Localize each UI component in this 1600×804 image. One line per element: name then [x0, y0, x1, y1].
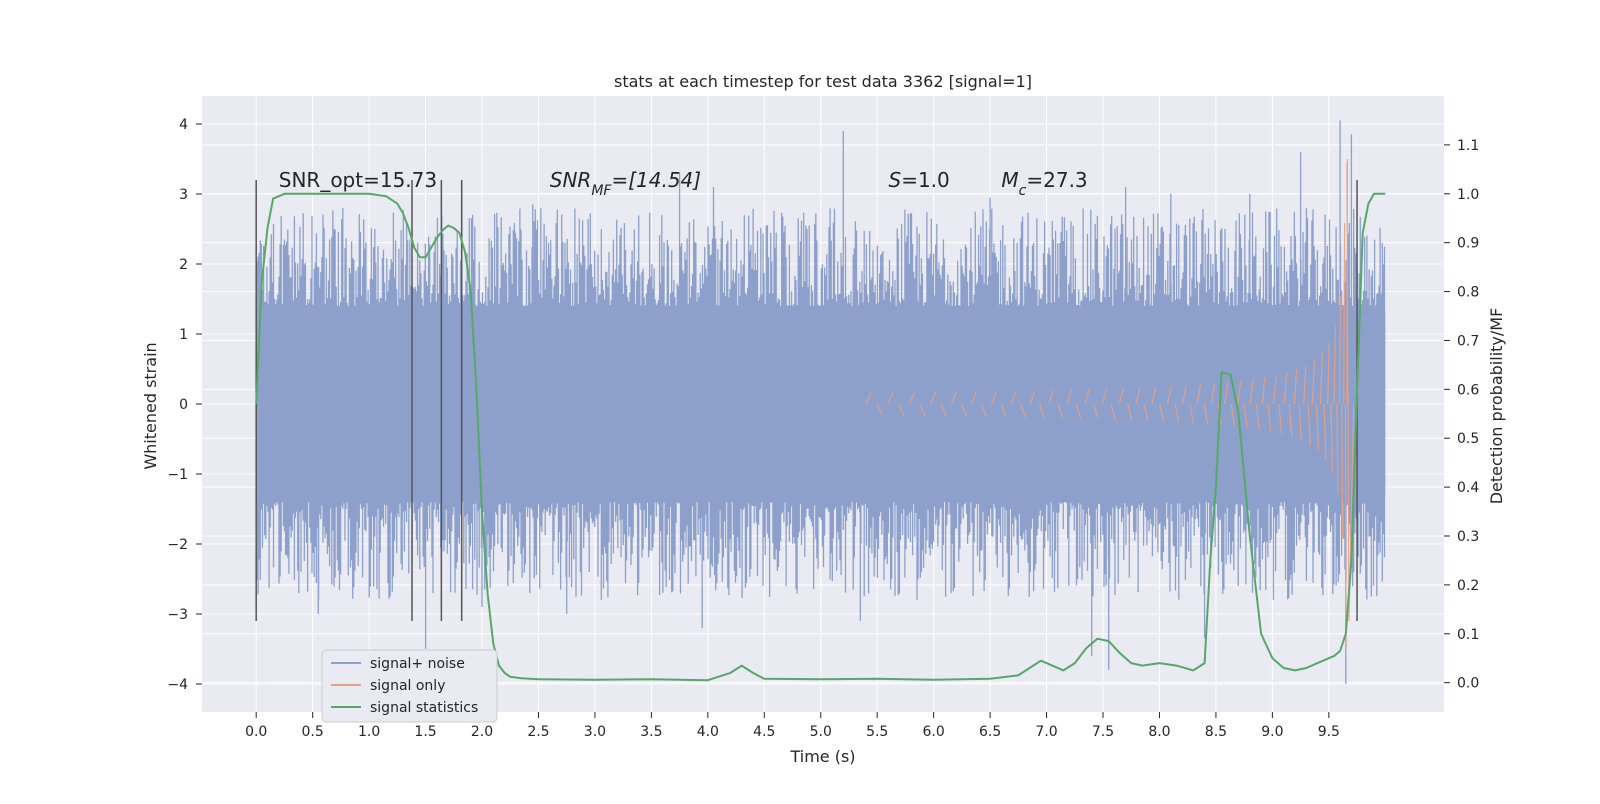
- y2-tick-label: 0.6: [1457, 382, 1479, 398]
- y2-tick-label: 0.2: [1457, 578, 1479, 594]
- y-axis-label: Whitened strain: [141, 342, 160, 469]
- x-tick-label: 1.5: [414, 724, 436, 740]
- x-tick-label: 0.5: [302, 724, 324, 740]
- x-tick-label: 8.5: [1205, 724, 1227, 740]
- annotation-value: =1.0: [901, 168, 950, 192]
- legend-label-signal-only: signal only: [370, 678, 445, 694]
- y2-tick-label: 1.1: [1457, 138, 1479, 154]
- legend-label-noise: signal+ noise: [370, 656, 465, 672]
- y-tick-label: 1: [179, 327, 188, 343]
- y2-tick-label: 0.7: [1457, 333, 1479, 349]
- x-tick-label: 8.0: [1148, 724, 1170, 740]
- y-tick-label: −4: [167, 677, 188, 693]
- x-tick-label: 1.0: [358, 724, 380, 740]
- y2-tick-label: 0.9: [1457, 236, 1479, 252]
- annotation-base: M: [1001, 168, 1018, 192]
- y-tick-label: −3: [167, 607, 188, 623]
- x-axis-label: Time (s): [789, 747, 855, 766]
- x-tick-label: 2.5: [527, 724, 549, 740]
- legend: signal+ noise signal only signal statist…: [321, 649, 498, 723]
- y-tick-label: −2: [167, 537, 188, 553]
- legend-frame: [321, 649, 498, 723]
- y-tick-label: −1: [167, 467, 188, 483]
- annotation-value: =27.3: [1026, 168, 1087, 192]
- y2-tick-label: 0.1: [1457, 627, 1479, 643]
- y-tick-label: 3: [179, 187, 188, 203]
- y2-tick-label: 0.5: [1457, 431, 1479, 447]
- annotation-subscript: c: [1019, 183, 1027, 199]
- legend-label-statistics: signal statistics: [370, 700, 478, 716]
- y2-tick-label: 0.3: [1457, 529, 1479, 545]
- x-tick-label: 5.5: [866, 724, 888, 740]
- x-tick-label: 2.0: [471, 724, 493, 740]
- annotation-base: S: [888, 168, 901, 192]
- y2-tick-label: 1.0: [1457, 187, 1479, 203]
- ticks-layer: 0.0 0.5 1.0 1.5 2.0 2.5 3.0 3.5 4.0 4.5 5.0 5.5 6.0 6…: [167, 117, 1479, 740]
- y2-tick-label: 0.0: [1457, 676, 1479, 692]
- y2-axis-label: Detection probability/MF: [1487, 308, 1506, 505]
- x-tick-label: 3.5: [640, 724, 662, 740]
- signal-statistics-layer: [255, 192, 1386, 682]
- annotation-s-value: S=1.0: [888, 168, 949, 192]
- x-tick-label: 9.0: [1261, 724, 1283, 740]
- x-tick-label: 3.0: [584, 724, 606, 740]
- annotation-subscript: MF: [591, 183, 612, 199]
- annotation-snr-opt: SNR_opt=15.73: [279, 168, 437, 192]
- x-tick-label: 5.0: [810, 724, 832, 740]
- annotation-base: SNR: [550, 168, 592, 192]
- chart-title: stats at each timestep for test data 336…: [614, 72, 1032, 91]
- annotation-mc-value: Mc=27.3: [1001, 168, 1087, 199]
- x-tick-label: 0.0: [245, 724, 267, 740]
- y2-tick-label: 0.8: [1457, 285, 1479, 301]
- signal-statistics-series: [255, 192, 1386, 682]
- annotations-layer: SNR_opt=15.73 SNRMF=[14.54] S=1.0 Mc=27.3: [279, 168, 1088, 199]
- y-tick-label: 2: [179, 257, 188, 273]
- x-tick-label: 7.5: [1092, 724, 1114, 740]
- x-tick-label: 6.0: [923, 724, 945, 740]
- annotation-snr-mf: SNRMF=[14.54]: [550, 168, 701, 199]
- signal-only-series: [865, 158, 1355, 650]
- x-tick-label: 4.5: [753, 724, 775, 740]
- x-tick-label: 7.0: [1035, 724, 1057, 740]
- x-tick-label: 4.0: [697, 724, 719, 740]
- annotation-value: =[14.54]: [611, 168, 701, 192]
- signal-plus-noise-series: [255, 120, 1386, 684]
- x-tick-label: 6.5: [979, 724, 1001, 740]
- y2-tick-label: 0.4: [1457, 480, 1479, 496]
- y-tick-label: 4: [179, 117, 188, 133]
- signal-only-series-layer: [865, 158, 1355, 650]
- y-tick-label: 0: [179, 397, 188, 413]
- x-tick-label: 9.5: [1318, 724, 1340, 740]
